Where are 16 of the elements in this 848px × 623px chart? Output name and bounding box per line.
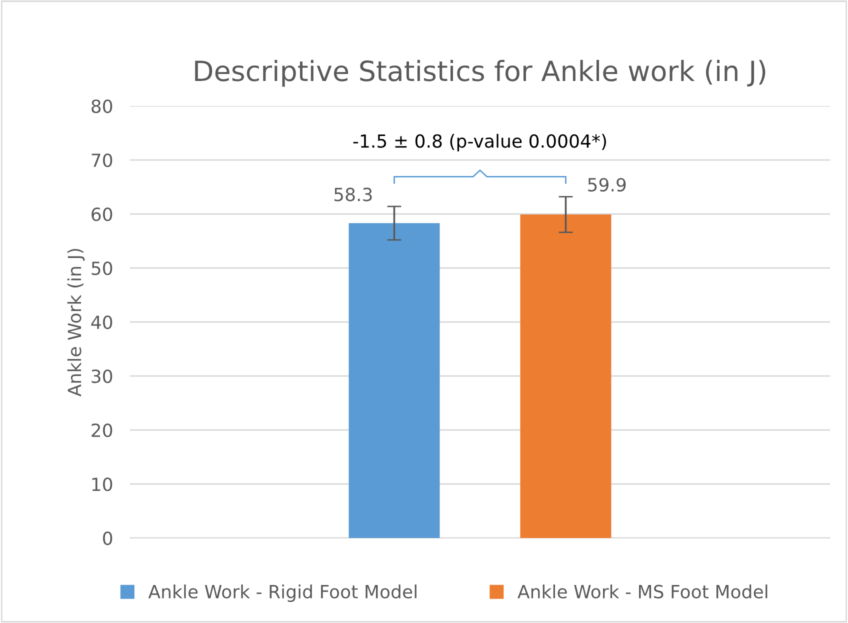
data-label: 58.3	[334, 188, 372, 202]
y-tick-label: 40	[91, 315, 112, 330]
y-tick-label: 50	[92, 261, 112, 276]
y-tick-label: 10	[92, 477, 112, 492]
y-axis-title: Ankle Work (in J)	[67, 248, 85, 396]
y-tick-label: 0	[103, 531, 112, 546]
legend-label: Ankle Work - MS Foot Model	[518, 584, 768, 598]
data-label: 59.9	[588, 178, 626, 192]
y-tick-label: 60	[92, 207, 112, 222]
y-tick-label: 80	[92, 99, 112, 114]
y-tick-label: 30	[92, 369, 112, 384]
annotation: -1.5 ± 0.8 (p-value 0.0004*)	[353, 134, 606, 152]
legend-label: Ankle Work - Rigid Foot Model	[148, 584, 416, 602]
y-tick-label: 70	[92, 153, 112, 168]
chart-title: Descriptive Statistics for Ankle work (in J)	[195, 60, 766, 87]
y-tick-label: 20	[92, 423, 112, 438]
